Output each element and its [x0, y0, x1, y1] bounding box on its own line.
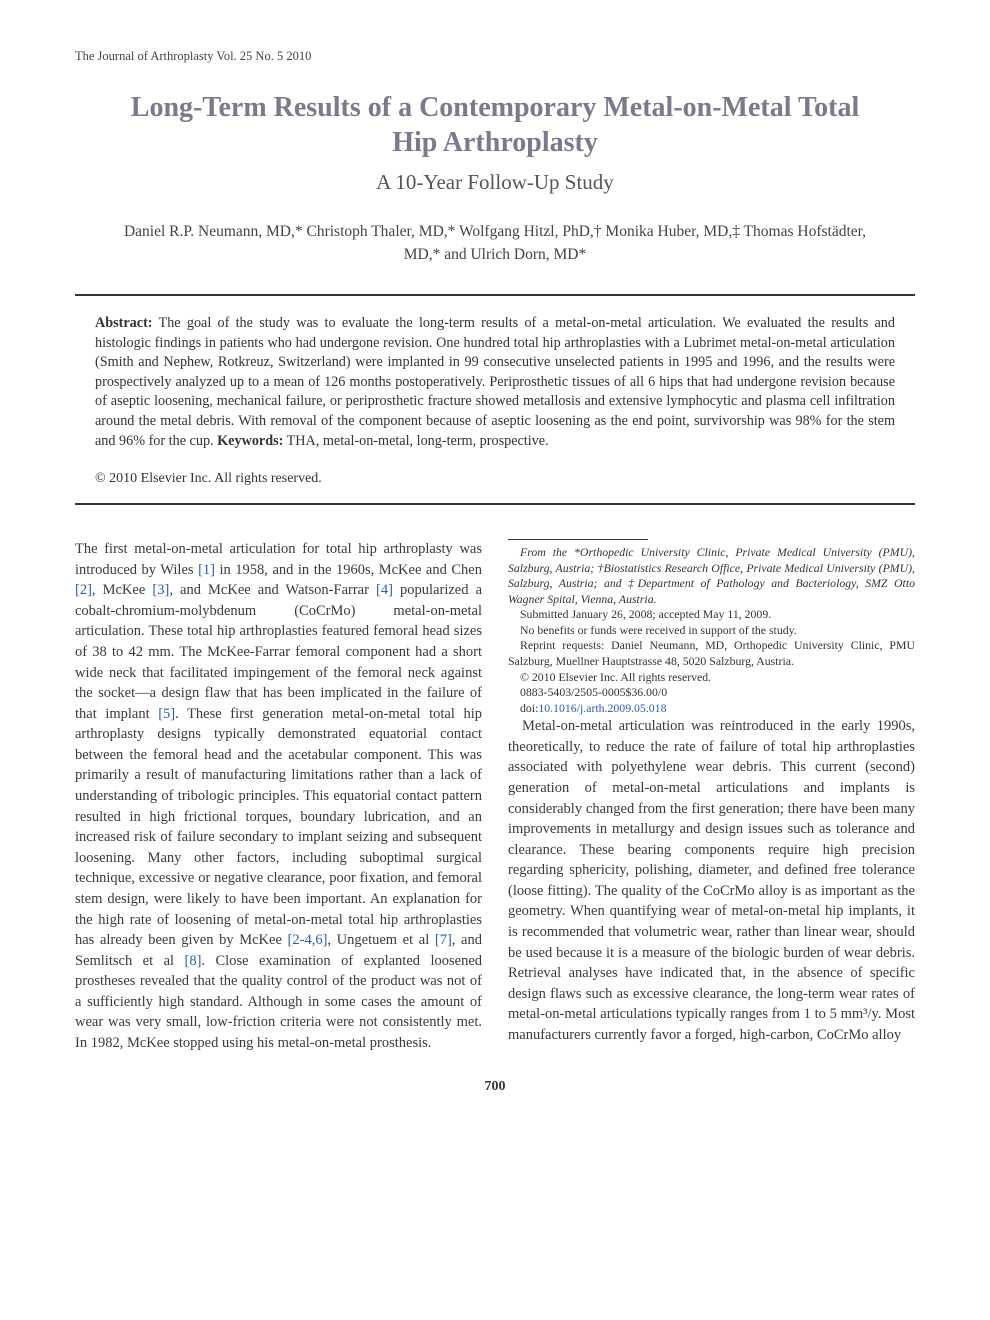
body-paragraph: Metal-on-metal articulation was reintrod…: [508, 716, 915, 1045]
abstract-text: The goal of the study was to evaluate th…: [95, 315, 895, 449]
article-title: Long-Term Results of a Contemporary Meta…: [115, 90, 875, 160]
body-text: in 1958, and in the 1960s, McKee and Che…: [215, 562, 482, 578]
citation-link[interactable]: [8]: [185, 953, 202, 969]
rule-below-abstract: [75, 503, 915, 505]
citation-link[interactable]: [7]: [435, 932, 452, 948]
body-text: . These first generation metal-on-metal …: [75, 706, 482, 887]
citation-link[interactable]: [4]: [376, 582, 393, 598]
body-text: , McKee: [92, 582, 152, 598]
affiliations: From the *Orthopedic University Clinic, …: [508, 545, 915, 607]
submitted-line: Submitted January 26, 2008; accepted May…: [508, 607, 915, 623]
author-list: Daniel R.P. Neumann, MD,* Christoph Thal…: [115, 220, 875, 267]
abstract-block: Abstract: The goal of the study was to e…: [95, 314, 895, 451]
page-number: 700: [75, 1077, 915, 1097]
benefits-line: No benefits or funds were received in su…: [508, 623, 915, 639]
footnote-rule: [508, 539, 648, 540]
reprint-line: Reprint requests: Daniel Neumann, MD, Or…: [508, 638, 915, 669]
body-text: popularized a cobalt-chromium-molybdenum…: [75, 582, 482, 721]
rule-above-abstract: [75, 294, 915, 296]
body-columns: The first metal-on-metal articulation fo…: [75, 539, 915, 1056]
running-head: The Journal of Arthroplasty Vol. 25 No. …: [75, 48, 915, 66]
abstract-copyright: © 2010 Elsevier Inc. All rights reserved…: [95, 469, 895, 489]
body-paragraph: The first metal-on-metal articulation fo…: [75, 539, 482, 1053]
citation-link[interactable]: [3]: [152, 582, 169, 598]
issn-line: 0883-5403/2505-0005$36.00/0: [508, 685, 915, 701]
article-subtitle: A 10-Year Follow-Up Study: [75, 168, 915, 198]
citation-link[interactable]: [5]: [158, 706, 175, 722]
citation-link[interactable]: [2]: [75, 582, 92, 598]
citation-link[interactable]: [1]: [198, 562, 215, 578]
body-text: , and McKee and Watson-Farrar: [169, 582, 376, 598]
doi-line: doi:10.1016/j.arth.2009.05.018: [508, 701, 915, 717]
footnotes-block: From the *Orthopedic University Clinic, …: [508, 539, 915, 716]
citation-link[interactable]: [2-4,6]: [288, 932, 328, 948]
body-text: , Ungetuem et al: [327, 932, 434, 948]
doi-label: doi:: [520, 701, 538, 715]
abstract-label: Abstract:: [95, 315, 153, 331]
keywords-text: THA, metal-on-metal, long-term, prospect…: [283, 433, 548, 449]
footnote-copyright: © 2010 Elsevier Inc. All rights reserved…: [508, 670, 915, 686]
keywords-label: Keywords:: [217, 433, 283, 449]
doi-link[interactable]: 10.1016/j.arth.2009.05.018: [538, 701, 666, 715]
